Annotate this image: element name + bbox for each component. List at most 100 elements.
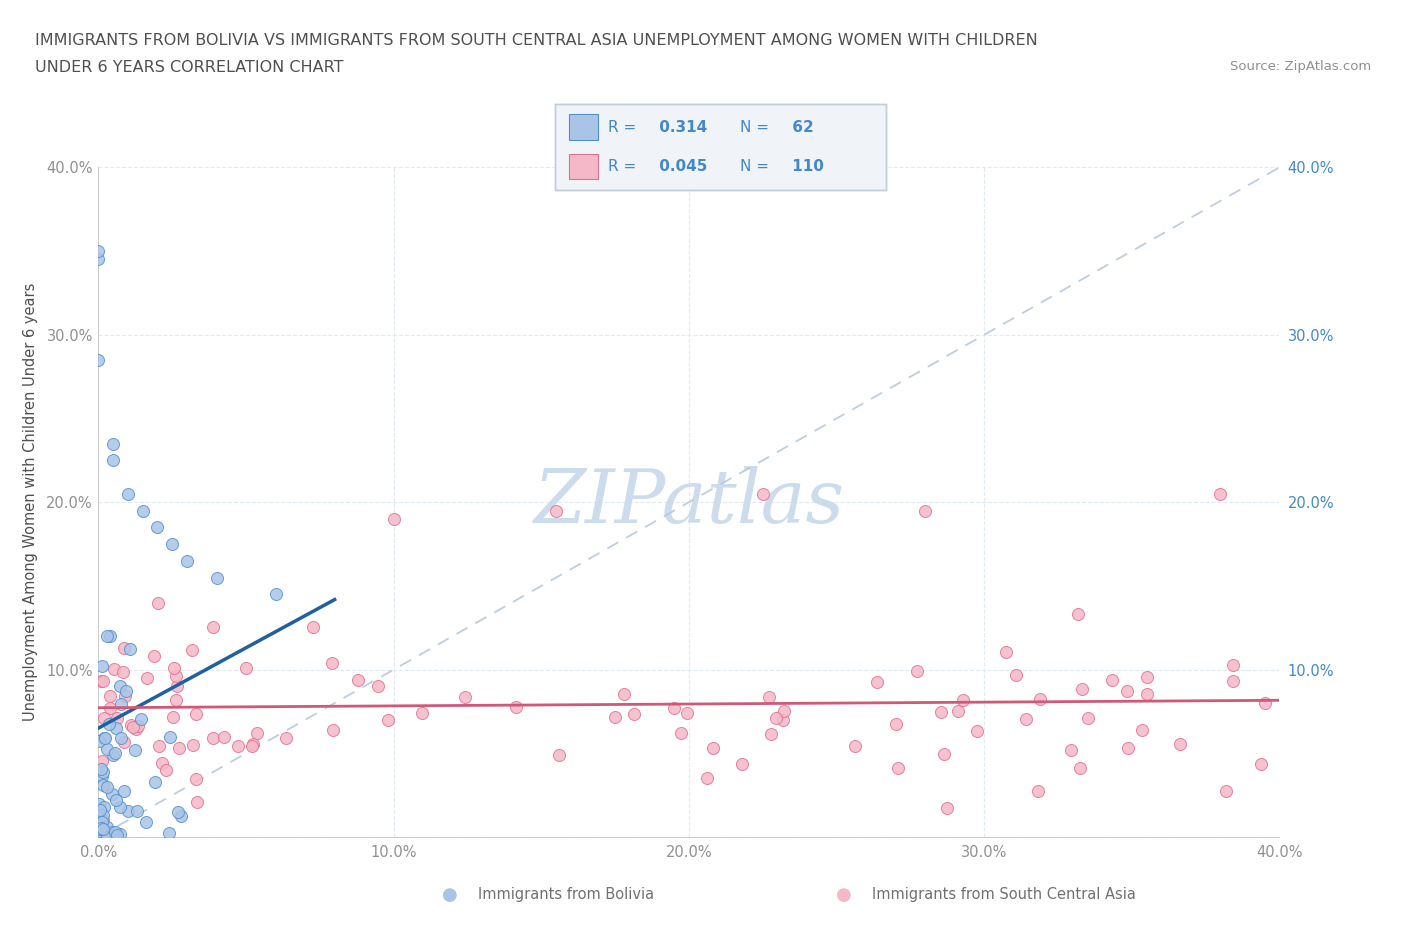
Point	[94, 731, 117, 746]
Text: 110: 110	[787, 159, 824, 174]
Point	[184, 706, 207, 721]
Point	[1077, 711, 1099, 726]
Point	[118, 642, 141, 657]
Point	[322, 723, 344, 737]
Point	[90, 821, 112, 836]
Point	[91, 768, 114, 783]
Point	[87, 352, 110, 367]
Point	[129, 711, 152, 726]
Point	[155, 763, 177, 777]
Point	[1118, 740, 1140, 755]
Point	[205, 570, 228, 585]
Point	[167, 804, 190, 819]
Text: Immigrants from South Central Asia: Immigrants from South Central Asia	[872, 887, 1136, 902]
Point	[1005, 668, 1028, 683]
Point	[96, 780, 118, 795]
Y-axis label: Unemployment Among Women with Children Under 6 years: Unemployment Among Women with Children U…	[22, 283, 38, 722]
Point	[146, 595, 169, 610]
Point	[1254, 696, 1277, 711]
Point	[127, 804, 149, 818]
Point	[157, 825, 180, 840]
Text: ●: ●	[835, 885, 852, 904]
Point	[377, 712, 399, 727]
Point	[91, 673, 114, 688]
Point	[103, 436, 125, 451]
Point	[347, 672, 370, 687]
Point	[761, 726, 783, 741]
Text: R =: R =	[609, 159, 637, 174]
Point	[548, 748, 571, 763]
Point	[124, 722, 146, 737]
Point	[104, 824, 127, 839]
Point	[89, 823, 111, 838]
Point	[952, 693, 974, 708]
Point	[96, 830, 118, 844]
Text: Immigrants from Bolivia: Immigrants from Bolivia	[478, 887, 654, 902]
Point	[89, 821, 111, 836]
Point	[120, 717, 142, 732]
Point	[1209, 486, 1232, 501]
Point	[731, 757, 754, 772]
Point	[103, 453, 125, 468]
Point	[110, 697, 132, 711]
Point	[165, 693, 187, 708]
Text: N =: N =	[741, 120, 769, 135]
Text: IMMIGRANTS FROM BOLIVIA VS IMMIGRANTS FROM SOUTH CENTRAL ASIA UNEMPLOYMENT AMONG: IMMIGRANTS FROM BOLIVIA VS IMMIGRANTS FR…	[35, 33, 1038, 47]
Point	[772, 712, 794, 727]
Point	[411, 705, 433, 720]
Point	[163, 660, 186, 675]
Point	[104, 721, 127, 736]
Point	[117, 486, 139, 501]
Point	[114, 689, 136, 704]
Point	[121, 720, 143, 735]
Point	[1060, 742, 1083, 757]
Point	[1250, 757, 1272, 772]
Point	[108, 827, 131, 842]
Point	[886, 761, 908, 776]
Point	[866, 674, 889, 689]
Point	[143, 775, 166, 790]
Point	[1071, 681, 1094, 696]
Point	[146, 520, 169, 535]
Point	[170, 808, 193, 823]
Point	[91, 822, 114, 837]
Text: ZIPatlas: ZIPatlas	[533, 466, 845, 538]
Point	[702, 740, 724, 755]
Point	[696, 770, 718, 785]
Point	[167, 740, 190, 755]
Text: 62: 62	[787, 120, 814, 135]
Point	[1222, 658, 1244, 672]
Point	[103, 662, 125, 677]
Point	[773, 703, 796, 718]
Point	[96, 819, 118, 834]
Point	[108, 800, 131, 815]
Point	[105, 711, 128, 725]
Point	[932, 747, 955, 762]
Point	[751, 486, 773, 501]
Point	[613, 687, 636, 702]
Point	[276, 731, 298, 746]
Point	[623, 706, 645, 721]
Point	[1069, 761, 1091, 776]
Point	[1067, 606, 1090, 621]
Point	[1130, 722, 1153, 737]
Point	[603, 710, 626, 724]
Point	[202, 619, 225, 634]
Point	[1170, 737, 1192, 751]
Point	[136, 671, 159, 685]
Point	[1026, 784, 1049, 799]
Point	[946, 703, 969, 718]
Bar	[568, 153, 599, 179]
Point	[104, 792, 127, 807]
Point	[165, 668, 187, 683]
Point	[103, 746, 125, 761]
Point	[1014, 711, 1036, 726]
Point	[162, 537, 183, 551]
Point	[905, 663, 928, 678]
Point	[112, 641, 135, 656]
Point	[1116, 684, 1139, 698]
Point	[96, 742, 118, 757]
Point	[108, 679, 131, 694]
Point	[166, 679, 188, 694]
Point	[367, 679, 389, 694]
